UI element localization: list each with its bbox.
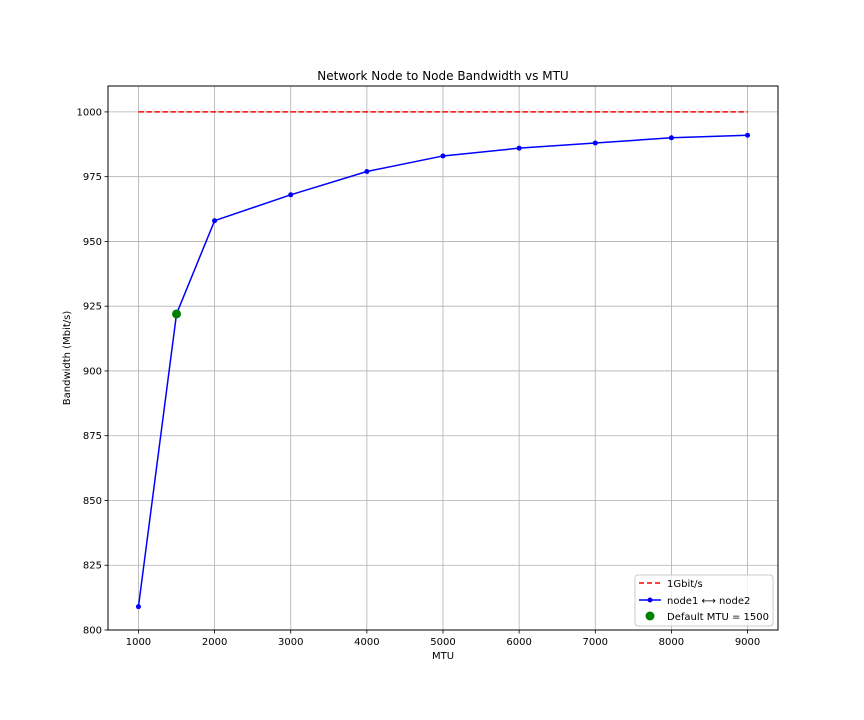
y-tick-label: 900 xyxy=(83,366,102,377)
y-tick-label: 800 xyxy=(83,626,102,637)
y-tick-label: 925 xyxy=(83,302,102,313)
x-tick-label: 9000 xyxy=(735,637,760,648)
series-node1-node2-point xyxy=(212,218,218,224)
x-tick-label: 8000 xyxy=(659,637,684,648)
y-tick-label: 975 xyxy=(83,172,102,183)
grid-lines xyxy=(108,86,778,631)
x-tick-label: 2000 xyxy=(202,637,227,648)
series-node1-node2-point xyxy=(440,153,446,159)
legend-label-node: node1 ⟷ node2 xyxy=(667,596,750,607)
chart-title: Network Node to Node Bandwidth vs MTU xyxy=(317,69,568,83)
x-tick-label: 5000 xyxy=(430,637,455,648)
series-node1-node2-point xyxy=(288,192,294,198)
y-tick-label: 950 xyxy=(83,237,102,248)
series-node1-node2-line xyxy=(137,134,748,607)
x-tick-label: 3000 xyxy=(278,637,303,648)
legend-label-1gbit: 1Gbit/s xyxy=(667,579,703,590)
default-mtu-point xyxy=(172,309,182,319)
y-tick-label: 875 xyxy=(83,431,102,442)
legend-label-default-mtu: Default MTU = 1500 xyxy=(667,612,769,623)
x-axis-label: MTU xyxy=(432,651,454,662)
y-axis-label: Bandwidth (Mbit/s) xyxy=(62,311,73,406)
series-node1-node2-point xyxy=(135,604,141,610)
y-tick-label: 850 xyxy=(83,496,102,507)
series-node1-node2-point xyxy=(592,140,598,146)
y-tick-label: 825 xyxy=(83,561,102,572)
legend: 1Gbit/s node1 ⟷ node2 Default MTU = 1500 xyxy=(634,574,774,627)
x-tick-label: 1000 xyxy=(126,637,151,648)
series-node1-node2-point xyxy=(364,168,370,174)
axis-ticks: 1000 2000 3000 4000 5000 6000 7000 8000 9000 800 8… xyxy=(77,107,761,648)
x-tick-label: 7000 xyxy=(583,637,608,648)
series-node1-node2-point xyxy=(745,132,751,138)
series-node1-node2-point xyxy=(668,135,674,141)
legend-box xyxy=(634,574,774,627)
legend-swatch-default-mtu xyxy=(645,611,655,621)
x-tick-label: 4000 xyxy=(354,637,379,648)
y-tick-label: 1000 xyxy=(77,107,102,118)
series-node1-node2-point xyxy=(516,145,522,151)
legend-swatch-node-marker xyxy=(647,597,653,603)
x-tick-label: 6000 xyxy=(506,637,531,648)
series-layer xyxy=(135,111,751,610)
